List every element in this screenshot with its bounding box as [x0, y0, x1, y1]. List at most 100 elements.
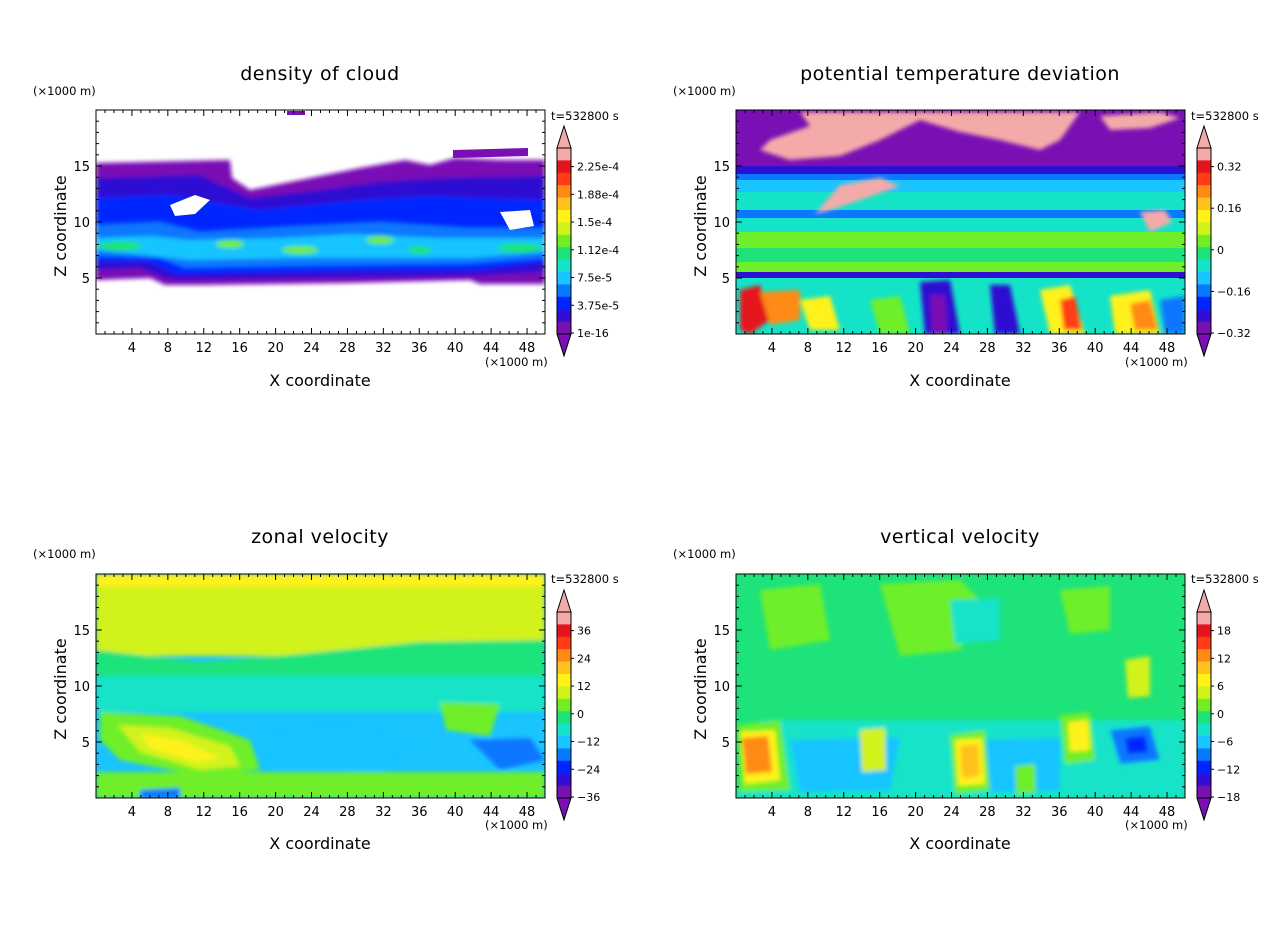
x-unit-label: (×1000 m) — [485, 355, 548, 369]
colorbar-swatch — [557, 612, 571, 625]
colorbar-swatch — [557, 309, 571, 323]
y-axis: 5 10 15 — [713, 120, 1185, 324]
colorbar-swatch — [1197, 197, 1211, 211]
y-unit-label: (×1000 m) — [33, 547, 96, 561]
x-tick-label: 48 — [1159, 341, 1176, 356]
panel-vertical-velocity: vertical velocity (×1000 m) t=532800 s — [673, 526, 1259, 853]
colorbar-swatch — [557, 222, 571, 236]
colorbar-swatch — [1197, 674, 1211, 687]
colorbar-swatch — [1197, 234, 1211, 248]
colorbar-label: 18 — [1217, 625, 1231, 638]
colorbar-swatch — [557, 234, 571, 248]
colorbar-swatch — [1197, 222, 1211, 236]
colorbar-swatch — [1197, 296, 1211, 310]
colorbar-swatch — [1197, 148, 1211, 161]
x-tick-label: 28 — [339, 341, 356, 356]
x-tick-label: 44 — [1123, 341, 1140, 356]
x-tick-label: 20 — [267, 805, 284, 820]
colorbar-swatch — [557, 185, 571, 199]
plot-area — [96, 574, 545, 798]
x-tick-label: 12 — [835, 341, 852, 356]
colorbar-swatch — [557, 636, 571, 650]
x-tick-label: 20 — [267, 341, 284, 356]
x-tick-label: 32 — [375, 341, 392, 356]
colorbar-swatch — [557, 686, 571, 700]
y-tick-label: 10 — [73, 216, 90, 231]
x-tick-label: 20 — [907, 805, 924, 820]
colorbar-swatch — [1197, 247, 1211, 261]
y-axis-title: Z coordinate — [51, 638, 70, 739]
x-tick-label: 12 — [835, 805, 852, 820]
colorbar-max-arrow — [1196, 588, 1212, 613]
colorbar-swatch — [1197, 185, 1211, 199]
colorbar-swatch — [557, 649, 571, 663]
x-tick-label: 36 — [411, 341, 428, 356]
y-tick-label: 5 — [82, 736, 90, 751]
colorbar-label: −36 — [577, 791, 600, 804]
x-tick-label: 8 — [804, 341, 812, 356]
y-tick-label: 10 — [713, 216, 730, 231]
x-tick-label: 28 — [979, 805, 996, 820]
colorbar-swatch — [557, 197, 571, 211]
x-tick-label: 4 — [768, 805, 776, 820]
colorbar-swatch — [1197, 321, 1211, 335]
colorbar-swatch — [557, 160, 571, 174]
time-label: t=532800 s — [551, 109, 619, 123]
colorbar-swatch — [1197, 612, 1211, 625]
colorbar-label: 6 — [1217, 680, 1224, 693]
x-tick-label: 8 — [164, 341, 172, 356]
y-axis: 5 10 15 — [73, 584, 545, 788]
x-tick-label: 20 — [907, 341, 924, 356]
x-axis: 4 8 12 16 20 24 28 32 36 40 44 48 — [104, 574, 537, 820]
colorbar-swatch — [1197, 773, 1211, 787]
x-tick-label: 36 — [1051, 341, 1068, 356]
colorbar: 2.25e-4 1.88e-4 1.5e-4 1.12e-4 7.5e-5 3.75e-5… — [556, 124, 619, 358]
x-tick-label: 24 — [943, 805, 960, 820]
colorbar-swatch — [1197, 309, 1211, 323]
time-label: t=532800 s — [1191, 572, 1259, 586]
colorbar-label: 0.16 — [1217, 202, 1242, 215]
colorbar-label: 12 — [1217, 652, 1231, 665]
colorbar-label: 7.5e-5 — [577, 272, 612, 285]
y-axis: 5 10 15 — [713, 584, 1185, 788]
x-axis-title: X coordinate — [269, 834, 370, 853]
time-label: t=532800 s — [1191, 109, 1259, 123]
x-tick-label: 44 — [483, 341, 500, 356]
colorbar-swatch — [557, 748, 571, 762]
colorbar-swatch — [1197, 711, 1211, 725]
colorbar-swatch — [557, 674, 571, 687]
colorbar-label: 3.75e-5 — [577, 299, 619, 312]
x-tick-label: 36 — [1051, 805, 1068, 820]
colorbar-swatch — [557, 296, 571, 310]
plot-area — [96, 110, 545, 334]
colorbar-label: −12 — [1217, 763, 1240, 776]
colorbar-swatch — [1197, 636, 1211, 650]
colorbar-swatch — [557, 284, 571, 298]
colorbar-swatch — [557, 259, 571, 273]
plot-area — [736, 574, 1185, 798]
x-axis-title: X coordinate — [909, 371, 1010, 390]
y-tick-label: 15 — [713, 624, 730, 639]
y-tick-label: 15 — [73, 624, 90, 639]
colorbar-swatch — [557, 773, 571, 787]
colorbar-swatch — [557, 723, 571, 737]
colorbar-label: 0.32 — [1217, 161, 1242, 174]
colorbar: 36 24 12 0 −12 −24 −36 — [556, 588, 600, 822]
x-axis: 4 8 12 16 20 24 28 32 36 40 44 48 — [104, 110, 537, 356]
x-tick-label: 16 — [231, 805, 248, 820]
colorbar: 0.32 0.16 0 −0.16 −0.32 — [1196, 124, 1251, 358]
y-unit-label: (×1000 m) — [673, 547, 736, 561]
colorbar-label: 0 — [1217, 708, 1224, 721]
x-tick-label: 24 — [303, 341, 320, 356]
y-tick-label: 15 — [73, 160, 90, 175]
chart-title: density of cloud — [240, 63, 400, 85]
x-tick-label: 4 — [128, 341, 136, 356]
colorbar-swatch — [557, 785, 571, 799]
colorbar-swatch — [557, 321, 571, 335]
colorbar-label: −18 — [1217, 791, 1240, 804]
x-axis: 4 8 12 16 20 24 28 32 36 40 44 48 — [744, 574, 1177, 820]
y-axis-title: Z coordinate — [691, 175, 710, 276]
colorbar-max-arrow — [556, 124, 572, 149]
x-tick-label: 48 — [519, 341, 536, 356]
